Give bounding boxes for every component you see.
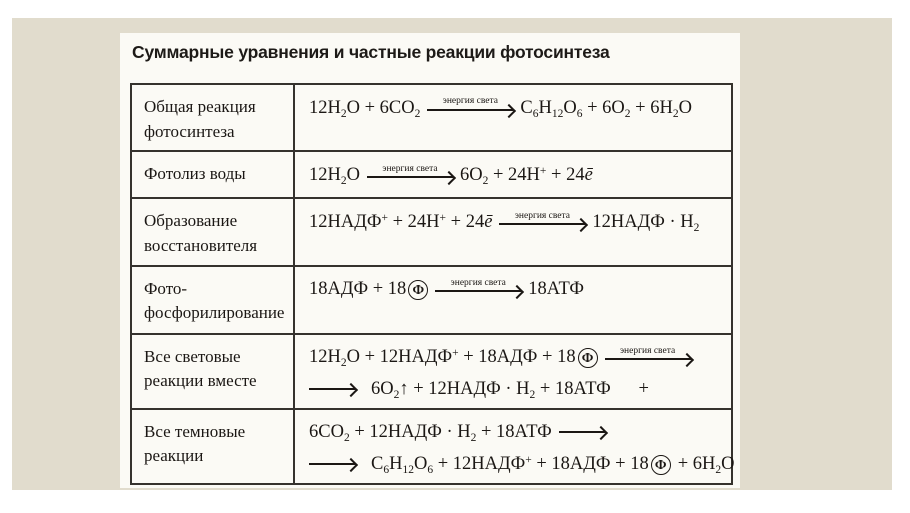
circled-phosphate-symbol: Ф [408,279,429,300]
formula-fragment: 12H2O + 12НАДФ+ + 18АДФ + 18 [309,347,576,370]
circled-phosphate-symbol: Ф [650,454,671,475]
arrow-shaft [604,358,691,361]
formula-fragment: 12H2O [309,164,360,187]
arrow-shaft [435,290,522,293]
table-row: Общая реакция фотосинтеза 12H2O + 6CO2 эне… [132,85,731,151]
reaction-equation-cell: 12НАДФ+ + 24H+ + 24ē энергия света 12НАДФ … [295,199,731,264]
equation-line: C6H12O6 + 12НАДФ+ + 18АДФ + 18 Ф + 6H2O [309,449,735,481]
reaction-name-cell: Общая реакция фотосинтеза [132,85,295,151]
formula-fragment: C6H12O6 + 6O2 + 6H2O [520,97,692,120]
table-row: Все темновые реакции 6CO2 + 12НАДФ · H2 +… [132,407,735,483]
equation-line: 12НАДФ+ + 24H+ + 24ē энергия света 12НАДФ … [309,206,729,238]
formula-fragment: 12НАДФ · H2 [592,211,700,234]
photosynthesis-table: Общая реакция фотосинтеза 12H2O + 6CO2 эне… [130,83,735,485]
long-right-arrow-icon [558,430,605,433]
table-title: Суммарные уравнения и частные реакции фо… [132,42,610,62]
reaction-equation-cell: 12H2O + 6CO2 энергия света C6H12O6 + 6O2 +… [295,85,731,150]
reaction-name-cell: Образование восстановителя [132,199,295,265]
energy-label: энергия света [450,277,506,288]
energy-label: энергия света [619,345,676,356]
equation-line: 6O2↑ + 12НАДФ · H2 + 18АТФ + [309,374,729,406]
table-row: Все световые реакции вместе 12H2O + 12НАД… [132,332,731,408]
arrow-shaft [367,176,453,179]
beige-mat: Суммарные уравнения и частные реакции фо… [12,18,892,490]
equation-line: 12H2O + 6CO2 энергия света C6H12O6 + 6O2 +… [309,92,729,124]
formula-fragment: 6CO2 + 12НАДФ · H2 + 18АТФ [309,422,552,445]
reaction-name-cell: Все световые реакции вместе [132,334,295,408]
formula-fragment: 6O2 + 24H+ + 24ē [460,164,593,187]
energy-arrow-icon: энергия света [367,163,453,179]
equation-line: 12H2O энергия света 6O2 + 24H+ + 24ē [309,159,729,191]
energy-arrow-icon: энергия света [435,277,522,293]
formula-fragment: 6O2↑ + 12НАДФ · H2 + 18АТФ + [371,379,649,402]
energy-label: энергия света [514,210,571,221]
equation-line: 6CO2 + 12НАДФ · H2 + 18АТФ [309,417,735,449]
reaction-equation-cell: 12H2O энергия света 6O2 + 24H+ + 24ē [295,152,731,197]
energy-arrow-icon: энергия света [427,96,514,111]
long-right-arrow-icon [309,462,355,465]
formula-fragment: + 6H2O [677,454,735,477]
formula-fragment: 18АТФ [528,279,585,300]
content-panel: Суммарные уравнения и частные реакции фо… [120,33,740,488]
energy-arrow-icon: энергия света [604,345,691,361]
arrow-shaft [427,108,514,111]
circled-phosphate-symbol: Ф [577,347,598,368]
table-row: Образование восстановителя 12НАДФ+ + 24H+… [132,197,731,265]
reaction-name-cell: Все темновые реакции [132,409,295,483]
formula-fragment: 18АДФ + 18 [309,279,407,300]
formula-fragment: C6H12O6 + 12НАДФ+ + 18АДФ + 18 [371,454,649,477]
reaction-name-cell: Фото- фосфорилирование [132,266,295,333]
long-right-arrow-icon [309,387,355,390]
table-row: Фотолиз воды 12H2O энергия света 6O2 + 24H+… [132,150,731,198]
reaction-equation-cell: 6CO2 + 12НАДФ · H2 + 18АТФ C6H12O6 + 12НА… [295,410,737,483]
energy-arrow-icon: энергия света [499,210,586,226]
formula-fragment: 12H2O + 6CO2 [309,97,421,120]
energy-label: энергия света [382,163,438,174]
energy-label: энергия света [442,96,498,107]
reaction-name-cell: Фотолиз воды [132,152,295,198]
formula-fragment: 12НАДФ+ + 24H+ + 24ē [309,211,493,232]
arrow-shaft [499,223,586,226]
